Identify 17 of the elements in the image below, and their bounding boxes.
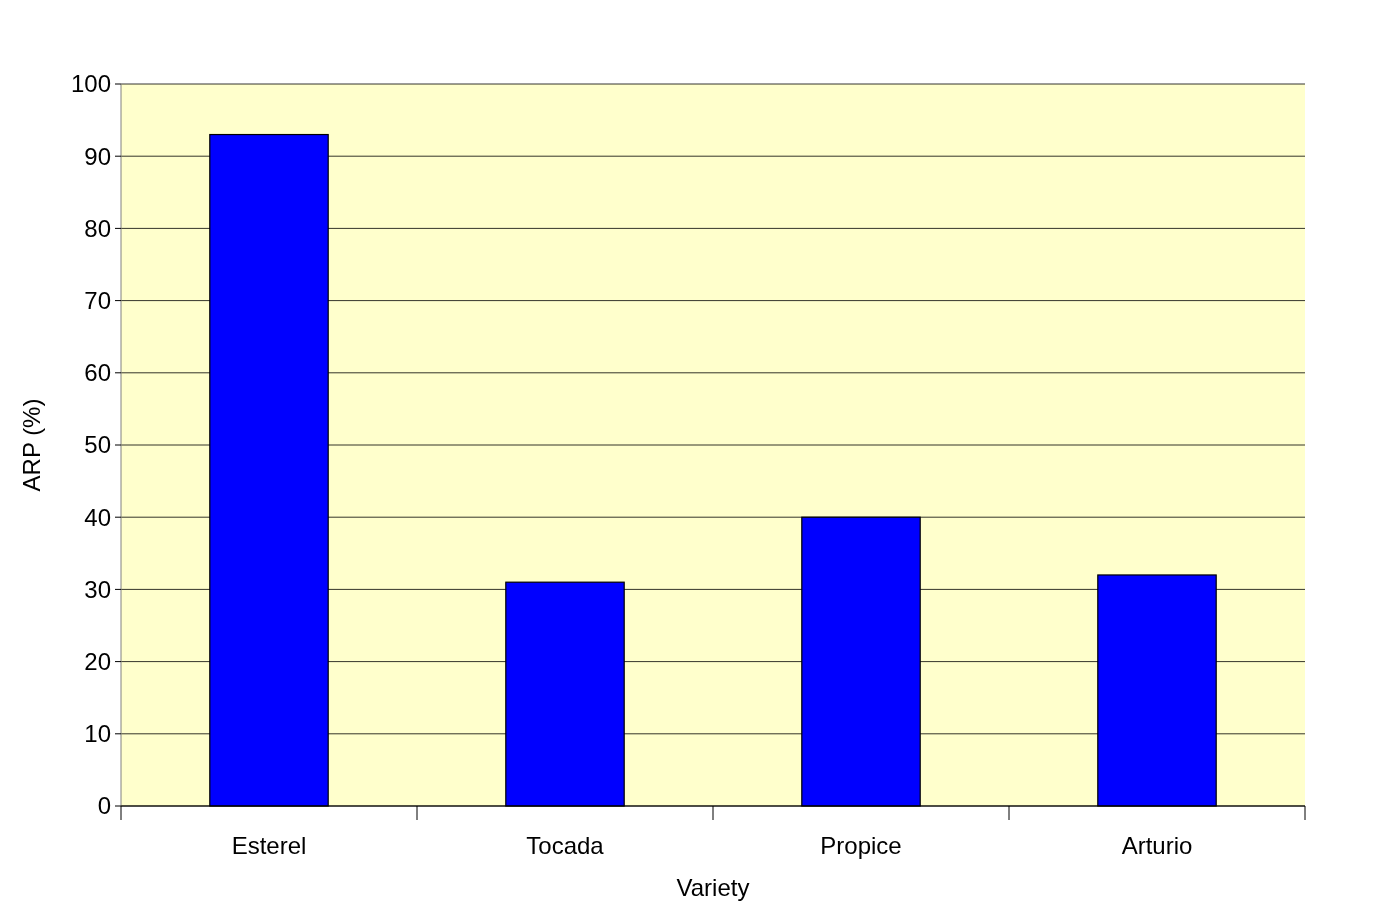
y-tick-label: 80	[84, 214, 111, 242]
y-tick-label: 30	[84, 575, 111, 603]
x-tick-label: Tocada	[526, 832, 605, 859]
y-tick-label: 100	[70, 70, 111, 98]
y-tick-label: 20	[84, 648, 111, 675]
y-tick-label: 0	[97, 792, 111, 820]
y-axis-title: ARP (%)	[18, 398, 45, 492]
y-tick-label: 40	[84, 503, 111, 531]
y-tick-label: 50	[84, 431, 111, 459]
x-tick-label: Esterel	[231, 832, 307, 859]
y-tick-label: 90	[84, 142, 111, 170]
y-tick-label: 10	[84, 720, 111, 748]
x-axis-title: Variety	[676, 874, 750, 901]
y-tick-label: 60	[84, 359, 111, 387]
y-tick-label: 70	[84, 287, 111, 314]
x-tick-label: Arturio	[1121, 832, 1193, 859]
x-tick-label: Propice	[820, 832, 902, 859]
